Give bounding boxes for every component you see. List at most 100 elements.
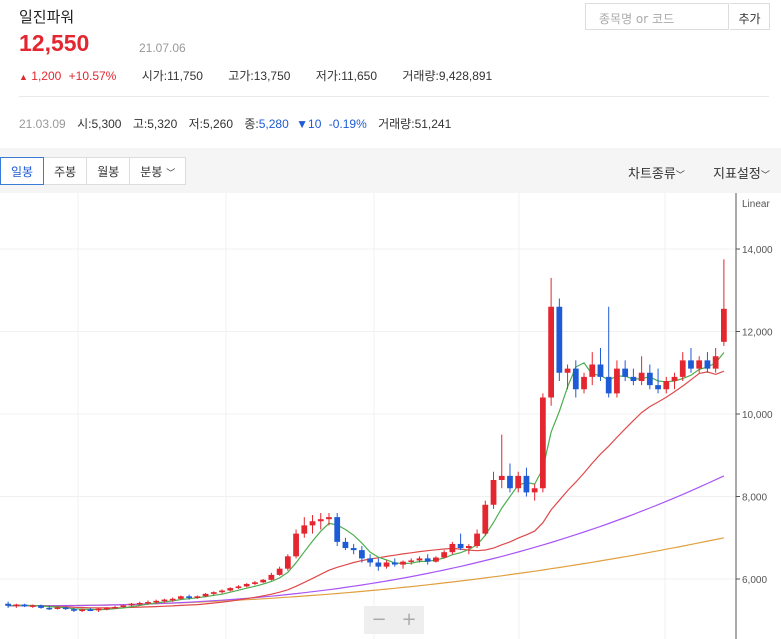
tab-minute[interactable]: 분봉 ﹀ <box>130 157 187 185</box>
candle-body <box>112 607 118 609</box>
candle-body <box>301 525 308 534</box>
candle-body <box>79 609 86 612</box>
candle-body <box>564 368 571 373</box>
zoom-controls: − + <box>364 606 424 634</box>
candle-body <box>87 609 94 612</box>
candle-body <box>317 519 324 522</box>
candle-body <box>178 596 184 599</box>
zoom-in-button[interactable]: + <box>401 609 417 630</box>
y-tick-label: 8,000 <box>742 493 767 504</box>
hover-close-label: 종 <box>244 117 256 131</box>
candle-body <box>704 360 711 369</box>
candle-body <box>663 381 670 390</box>
candle-body <box>71 609 77 611</box>
candle-body <box>276 568 283 575</box>
candle-body <box>605 376 612 394</box>
candle-body <box>202 593 209 597</box>
candle-body <box>186 596 192 598</box>
chart-type-label: 차트종류 <box>628 167 676 182</box>
chevron-down-icon: ﹀ <box>166 169 176 179</box>
low-value: 11,650 <box>341 69 378 83</box>
change-percent: +10.57% <box>68 69 117 83</box>
candle-body <box>498 475 505 480</box>
indicator-label: 지표설정 <box>713 167 761 182</box>
candle-body <box>219 590 225 593</box>
candle-body <box>120 605 127 608</box>
ma20-line <box>8 370 725 609</box>
add-button[interactable]: 추가 <box>730 3 770 30</box>
candle-body <box>145 602 151 604</box>
candle-body <box>671 376 678 381</box>
candle-body <box>474 533 480 546</box>
candle-body <box>696 360 703 369</box>
candle-body <box>556 306 563 373</box>
hover-low: 5,260 <box>202 117 234 131</box>
candle-body <box>597 364 604 377</box>
tab-weekly[interactable]: 주봉 <box>44 157 88 185</box>
candle-body <box>268 574 275 580</box>
hover-volume-label: 거래량 <box>378 117 412 131</box>
candle-body <box>581 376 587 390</box>
chart-type-menu[interactable]: 차트종류﹀ <box>628 163 685 182</box>
high-value: 13,750 <box>253 69 291 83</box>
candle-body <box>252 582 258 584</box>
candle-body <box>655 385 661 390</box>
candle-body <box>408 560 415 562</box>
candle-body <box>103 607 110 610</box>
tab-daily[interactable]: 일봉 <box>0 157 45 185</box>
candle-body <box>433 557 439 562</box>
candle-body <box>424 558 431 562</box>
search-input[interactable]: 종목명 or 코드 <box>585 3 729 30</box>
candle-body <box>54 607 61 609</box>
candle-body <box>243 583 250 587</box>
candle-body <box>523 475 530 493</box>
candle-body <box>490 480 497 505</box>
candle-body <box>128 603 135 606</box>
candle-body <box>441 552 448 558</box>
candle-body <box>712 356 719 369</box>
candle-body <box>284 556 291 569</box>
candle-body <box>309 521 316 526</box>
price-date: 21.07.06 <box>139 41 186 55</box>
hover-close: 5,280 <box>258 117 289 131</box>
candle-body <box>350 548 357 551</box>
indicator-menu[interactable]: 지표설정﹀ <box>713 163 770 182</box>
candle-body <box>13 604 20 607</box>
tab-monthly[interactable]: 월봉 <box>87 157 131 185</box>
candle-body <box>721 308 727 342</box>
hover-high: 5,320 <box>147 117 178 131</box>
hover-change-percent: -0.19% <box>328 117 367 131</box>
chevron-down-icon: ﹀ <box>675 171 685 181</box>
y-tick-label: 6,000 <box>742 575 767 586</box>
candle-body <box>5 603 11 606</box>
candle-body <box>630 376 637 381</box>
candle-body <box>227 588 234 591</box>
volume-value: 9,428,891 <box>438 69 493 83</box>
candle-body <box>62 607 69 610</box>
hover-change: 10 <box>308 117 322 131</box>
candle-body <box>260 579 267 583</box>
candle-body <box>375 562 382 567</box>
y-tick-label: 14,000 <box>742 245 773 256</box>
candle-body <box>416 558 423 561</box>
candle-body <box>457 543 464 549</box>
candle-body <box>359 550 365 559</box>
candle-body <box>400 561 406 565</box>
candle-body <box>334 517 341 542</box>
current-price: 12,550 <box>19 30 90 56</box>
candle-body <box>153 600 160 603</box>
volume-label: 거래량 <box>402 69 436 83</box>
candle-body <box>465 546 472 549</box>
candle-body <box>540 397 546 489</box>
candlestick-chart[interactable]: Linear 14,000 12,000 10,000 8,000 6,000 <box>0 193 781 639</box>
open-value: 11,750 <box>167 69 203 83</box>
zoom-out-button[interactable]: − <box>371 609 387 630</box>
candle-body <box>449 543 456 553</box>
change-value: 1,200 <box>31 69 62 83</box>
period-tabs: 일봉 주봉 월봉 분봉 ﹀ <box>0 157 187 185</box>
chevron-down-icon: ﹀ <box>760 171 770 181</box>
low-label: 저가 <box>315 69 338 83</box>
candle-body <box>210 592 217 594</box>
candle-body <box>161 599 168 602</box>
hover-date: 21.03.09 <box>19 117 66 131</box>
